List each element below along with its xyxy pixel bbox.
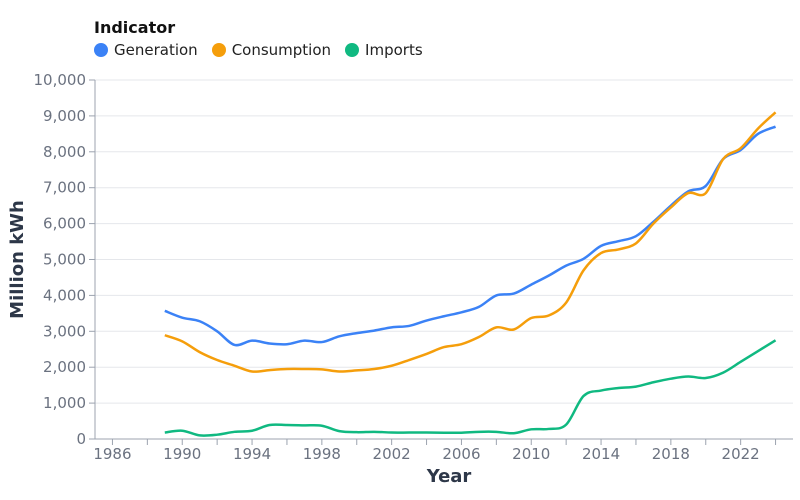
y-tick-label: 0 bbox=[76, 430, 86, 448]
legend-label: Consumption bbox=[231, 41, 332, 59]
legend-item-imports[interactable]: Imports bbox=[345, 41, 423, 59]
x-tick-label: 1994 bbox=[233, 445, 271, 463]
y-tick-label: 5,000 bbox=[43, 251, 86, 269]
y-tick-label: 9,000 bbox=[43, 107, 86, 125]
legend: Generation Consumption Imports bbox=[94, 41, 423, 59]
legend-dot-icon bbox=[345, 43, 360, 57]
legend-item-consumption[interactable]: Consumption bbox=[211, 41, 332, 59]
legend-dot-icon bbox=[94, 43, 108, 57]
series-line-imports bbox=[164, 339, 777, 437]
y-tick-label: 2,000 bbox=[43, 358, 86, 376]
y-tick-label: 7,000 bbox=[43, 179, 86, 197]
y-tick-label: 3,000 bbox=[43, 322, 86, 340]
y-tick-label: 6,000 bbox=[43, 215, 86, 233]
legend-label: Imports bbox=[365, 41, 423, 59]
legend-item-generation[interactable]: Generation bbox=[94, 41, 198, 59]
x-tick-label: 1990 bbox=[163, 445, 201, 463]
y-tick-label: 4,000 bbox=[43, 286, 86, 304]
x-tick-label: 2002 bbox=[373, 445, 411, 463]
y-tick-label: 10,000 bbox=[34, 71, 87, 89]
x-tick-label: 2022 bbox=[722, 445, 760, 463]
x-tick-label: 2010 bbox=[512, 445, 550, 463]
series-line-generation bbox=[164, 125, 777, 347]
x-tick-label: 1986 bbox=[93, 445, 131, 463]
y-tick-label: 1,000 bbox=[43, 394, 86, 412]
legend-dot-icon bbox=[211, 43, 226, 57]
x-tick-label: 1998 bbox=[303, 445, 341, 463]
y-axis-title: Million kWh bbox=[7, 200, 28, 319]
y-tick-label: 8,000 bbox=[43, 143, 86, 161]
x-axis-title: Year bbox=[426, 466, 472, 487]
x-tick-label: 2018 bbox=[652, 445, 690, 463]
legend-title: Indicator bbox=[94, 18, 176, 37]
series-line-consumption bbox=[164, 111, 777, 373]
x-tick-label: 2014 bbox=[582, 445, 620, 463]
x-tick-label: 2006 bbox=[442, 445, 480, 463]
legend-label: Generation bbox=[114, 41, 198, 59]
